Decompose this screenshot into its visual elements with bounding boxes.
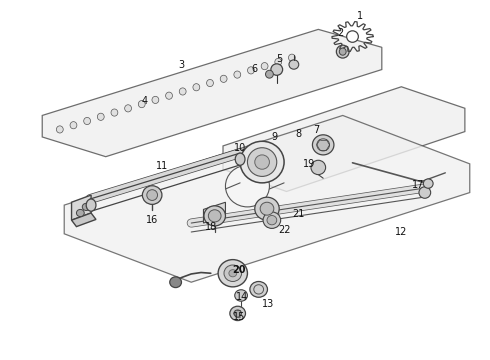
Ellipse shape xyxy=(234,71,241,78)
Text: 1: 1 xyxy=(357,11,363,21)
Ellipse shape xyxy=(339,48,346,55)
Polygon shape xyxy=(223,87,465,192)
Ellipse shape xyxy=(419,187,431,198)
Ellipse shape xyxy=(98,113,104,120)
Ellipse shape xyxy=(317,139,330,151)
Text: 8: 8 xyxy=(295,129,302,139)
Ellipse shape xyxy=(250,282,268,297)
Ellipse shape xyxy=(147,190,158,201)
Polygon shape xyxy=(64,116,470,282)
Text: 11: 11 xyxy=(156,161,168,171)
Ellipse shape xyxy=(179,88,186,95)
Ellipse shape xyxy=(346,31,358,42)
Ellipse shape xyxy=(255,155,270,169)
Ellipse shape xyxy=(423,179,433,188)
Ellipse shape xyxy=(208,210,221,222)
Text: 17: 17 xyxy=(412,180,425,190)
Text: 22: 22 xyxy=(278,225,291,235)
Ellipse shape xyxy=(263,212,281,228)
Ellipse shape xyxy=(152,96,159,103)
Polygon shape xyxy=(72,213,96,226)
Ellipse shape xyxy=(289,54,295,61)
Ellipse shape xyxy=(271,64,283,75)
Polygon shape xyxy=(203,202,225,223)
Ellipse shape xyxy=(225,165,270,207)
Ellipse shape xyxy=(229,270,237,277)
Ellipse shape xyxy=(86,199,96,211)
Ellipse shape xyxy=(235,290,247,301)
Polygon shape xyxy=(72,195,91,220)
Ellipse shape xyxy=(70,122,77,129)
Text: 5: 5 xyxy=(276,54,282,64)
Text: 2: 2 xyxy=(337,28,343,38)
Ellipse shape xyxy=(289,60,299,69)
Ellipse shape xyxy=(255,197,279,220)
Ellipse shape xyxy=(56,126,63,133)
Ellipse shape xyxy=(234,310,242,317)
Ellipse shape xyxy=(224,265,242,282)
Text: 20: 20 xyxy=(232,265,246,275)
Text: 12: 12 xyxy=(395,227,408,237)
Ellipse shape xyxy=(166,92,172,99)
Ellipse shape xyxy=(111,109,118,116)
Text: 21: 21 xyxy=(293,209,305,219)
Text: 7: 7 xyxy=(313,125,319,135)
Text: 14: 14 xyxy=(237,292,249,302)
Ellipse shape xyxy=(204,206,225,226)
Ellipse shape xyxy=(266,70,273,78)
Ellipse shape xyxy=(247,67,254,74)
Ellipse shape xyxy=(275,58,282,66)
Polygon shape xyxy=(42,30,382,157)
Ellipse shape xyxy=(143,186,162,204)
Ellipse shape xyxy=(313,135,334,155)
Text: 4: 4 xyxy=(142,96,148,106)
Ellipse shape xyxy=(240,141,284,183)
Ellipse shape xyxy=(261,63,268,70)
Ellipse shape xyxy=(235,153,245,165)
Ellipse shape xyxy=(82,203,90,211)
Ellipse shape xyxy=(170,277,181,288)
Text: 18: 18 xyxy=(205,222,217,232)
Ellipse shape xyxy=(124,105,131,112)
Text: 6: 6 xyxy=(252,64,258,74)
Ellipse shape xyxy=(84,117,91,125)
Ellipse shape xyxy=(336,45,349,58)
Ellipse shape xyxy=(267,216,277,225)
Text: 9: 9 xyxy=(271,132,277,142)
Ellipse shape xyxy=(218,260,247,287)
Text: 3: 3 xyxy=(178,60,185,70)
Text: 13: 13 xyxy=(262,299,274,309)
Ellipse shape xyxy=(311,160,326,175)
Text: 10: 10 xyxy=(234,143,246,153)
Text: 15: 15 xyxy=(232,312,245,322)
Ellipse shape xyxy=(230,306,245,320)
Ellipse shape xyxy=(193,84,200,91)
Ellipse shape xyxy=(247,148,277,176)
Ellipse shape xyxy=(260,202,274,215)
Ellipse shape xyxy=(220,75,227,82)
Ellipse shape xyxy=(138,100,145,108)
Text: 16: 16 xyxy=(146,215,158,225)
Ellipse shape xyxy=(76,210,84,217)
Text: 19: 19 xyxy=(303,159,316,169)
Ellipse shape xyxy=(207,80,214,87)
